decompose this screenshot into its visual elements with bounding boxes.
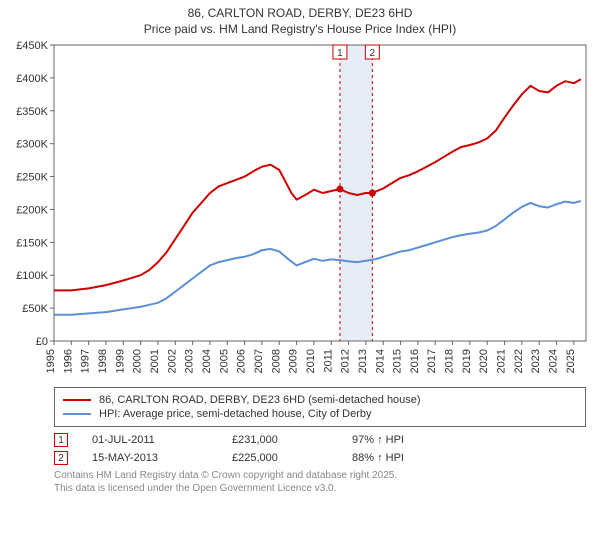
svg-text:2007: 2007 <box>253 349 265 373</box>
chart-svg: £0 £50K £100K £150K £200K £250K £300K £350K £400… <box>0 41 600 381</box>
svg-text:2020: 2020 <box>478 349 490 373</box>
svg-text:£150K: £150K <box>16 238 48 250</box>
title-line-1: 86, CARLTON ROAD, DERBY, DE23 6HD <box>0 6 600 22</box>
svg-text:2018: 2018 <box>444 349 456 373</box>
svg-text:2005: 2005 <box>218 349 230 373</box>
sale-marker: 1 <box>54 433 68 447</box>
svg-text:2016: 2016 <box>409 349 421 373</box>
legend-label: 86, CARLTON ROAD, DERBY, DE23 6HD (semi-… <box>99 394 421 406</box>
footer-line-1: Contains HM Land Registry data © Crown c… <box>54 469 586 482</box>
sale-hpi: 88% ↑ HPI <box>352 452 472 464</box>
svg-text:2025: 2025 <box>565 349 577 373</box>
footer: Contains HM Land Registry data © Crown c… <box>54 469 586 495</box>
svg-text:2010: 2010 <box>305 349 317 373</box>
svg-text:£0: £0 <box>36 336 48 348</box>
svg-text:2015: 2015 <box>392 349 404 373</box>
svg-text:2014: 2014 <box>374 349 386 373</box>
svg-text:£450K: £450K <box>16 41 48 52</box>
svg-text:2013: 2013 <box>357 349 369 373</box>
svg-text:2006: 2006 <box>236 349 248 373</box>
svg-text:£350K: £350K <box>16 106 48 118</box>
svg-text:2: 2 <box>370 48 376 59</box>
svg-text:2023: 2023 <box>530 349 542 373</box>
svg-text:2002: 2002 <box>166 349 178 373</box>
svg-text:£50K: £50K <box>22 303 48 315</box>
svg-text:1998: 1998 <box>97 349 109 373</box>
sales-row: 1 01-JUL-2011£231,00097% ↑ HPI <box>54 433 586 447</box>
sale-price: £231,000 <box>232 434 352 446</box>
svg-text:2012: 2012 <box>340 349 352 373</box>
sales-row: 2 15-MAY-2013£225,00088% ↑ HPI <box>54 451 586 465</box>
svg-text:2021: 2021 <box>496 349 508 373</box>
sale-marker: 2 <box>54 451 68 465</box>
sale-hpi: 97% ↑ HPI <box>352 434 472 446</box>
sales-table: 1 01-JUL-2011£231,00097% ↑ HPI 2 15-MAY-201… <box>54 433 586 465</box>
sale-date: 01-JUL-2011 <box>92 434 232 446</box>
svg-text:2001: 2001 <box>149 349 161 373</box>
svg-text:2004: 2004 <box>201 349 213 373</box>
svg-text:2017: 2017 <box>426 349 438 373</box>
svg-text:£400K: £400K <box>16 73 48 85</box>
svg-text:2003: 2003 <box>184 349 196 373</box>
svg-text:1996: 1996 <box>62 349 74 373</box>
title-line-2: Price paid vs. HM Land Registry's House … <box>0 22 600 38</box>
svg-text:£100K: £100K <box>16 270 48 282</box>
svg-text:2000: 2000 <box>132 349 144 373</box>
svg-text:2011: 2011 <box>322 349 334 373</box>
chart: £0 £50K £100K £150K £200K £250K £300K £350K £400… <box>0 41 600 381</box>
svg-text:2022: 2022 <box>513 349 525 373</box>
sale-price: £225,000 <box>232 452 352 464</box>
legend-swatch <box>63 399 91 401</box>
svg-text:£200K: £200K <box>16 205 48 217</box>
legend-label: HPI: Average price, semi-detached house,… <box>99 408 372 420</box>
svg-text:1995: 1995 <box>45 349 57 373</box>
legend-row: 86, CARLTON ROAD, DERBY, DE23 6HD (semi-… <box>63 394 577 406</box>
svg-text:2008: 2008 <box>270 349 282 373</box>
svg-text:1997: 1997 <box>80 349 92 373</box>
svg-text:£300K: £300K <box>16 139 48 151</box>
legend-row: HPI: Average price, semi-detached house,… <box>63 408 577 420</box>
svg-text:2019: 2019 <box>461 349 473 373</box>
sale-date: 15-MAY-2013 <box>92 452 232 464</box>
legend-swatch <box>63 413 91 415</box>
svg-text:1: 1 <box>337 48 343 59</box>
legend: 86, CARLTON ROAD, DERBY, DE23 6HD (semi-… <box>54 387 586 427</box>
svg-text:1999: 1999 <box>114 349 126 373</box>
svg-text:2009: 2009 <box>288 349 300 373</box>
title-block: 86, CARLTON ROAD, DERBY, DE23 6HD Price … <box>0 0 600 41</box>
svg-text:2024: 2024 <box>548 349 560 373</box>
footer-line-2: This data is licensed under the Open Gov… <box>54 482 586 495</box>
svg-text:£250K: £250K <box>16 172 48 184</box>
